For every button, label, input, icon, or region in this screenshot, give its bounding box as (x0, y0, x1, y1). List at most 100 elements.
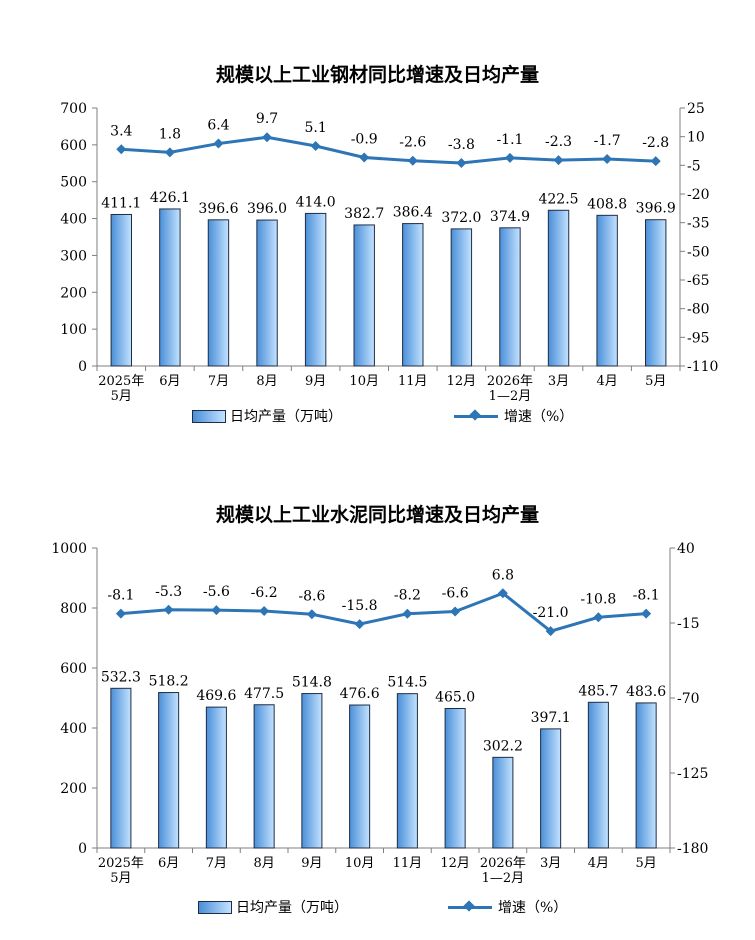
cement-category-label: 8月 (253, 856, 274, 871)
cement-bar (301, 693, 323, 849)
steel-bar-label: 396.6 (198, 201, 238, 217)
steel-left-tick-label: 100 (60, 322, 87, 338)
steel-right-tick-label: -50 (687, 244, 710, 260)
steel-legend-line: 增速（%） (454, 406, 573, 426)
bar-swatch-icon (192, 409, 226, 423)
steel-growth-label: -3.8 (448, 137, 475, 153)
cement-bar (205, 706, 227, 849)
cement-growth-label: -21.0 (533, 605, 569, 621)
cement-bar (492, 756, 514, 849)
cement-bar (635, 702, 657, 849)
steel-bar (207, 219, 230, 367)
steel-left-tick-label: 600 (60, 138, 87, 154)
steel-growth-line (121, 135, 656, 165)
steel-bar-label: 396.9 (636, 201, 676, 217)
steel-right-tick-label: 10 (687, 130, 705, 146)
cement-growth-label: -8.6 (298, 588, 325, 604)
cement-legend-line-label: 增速（%） (498, 900, 568, 916)
cement-growth-label: -8.1 (633, 588, 660, 604)
steel-right-tick-label: -95 (687, 330, 710, 346)
steel-category-label: 2025年 5月 (98, 374, 144, 404)
steel-bar (353, 224, 375, 367)
steel-category-label: 9月 (305, 374, 326, 389)
cement-bar (540, 728, 562, 849)
cement-left-tick-label: 0 (78, 841, 87, 857)
steel-growth-point (213, 138, 224, 149)
cement-growth-label: -15.8 (342, 598, 378, 614)
cement-left-tick-label: 1000 (51, 541, 87, 557)
steel-bar-label: 426.1 (150, 190, 190, 206)
cement-growth-label: -6.2 (251, 585, 278, 601)
steel-left-tick-label: 0 (78, 359, 87, 375)
steel-category-label: 5月 (645, 374, 666, 389)
cement-bar (396, 693, 418, 849)
steel-growth-label: -1.7 (594, 133, 621, 149)
steel-bar (304, 212, 327, 367)
cement-growth-label: -5.3 (155, 584, 182, 600)
steel-growth-label: 9.7 (256, 111, 278, 127)
cement-growth-label: -8.2 (394, 588, 421, 604)
steel-category-label: 6月 (159, 374, 180, 389)
steel-right-tick-label: -80 (687, 302, 710, 318)
cement-legend-line: 增速（%） (448, 897, 567, 917)
steel-growth-point (602, 154, 613, 165)
cement-bar (587, 701, 609, 849)
cement-growth-label: -5.6 (203, 584, 230, 600)
cement-bar-label: 514.8 (292, 675, 332, 691)
steel-bar-label: 382.7 (344, 206, 384, 222)
cement-category-label: 12月 (440, 856, 470, 871)
steel-bar-label: 374.9 (490, 209, 530, 225)
steel-category-label: 8月 (256, 374, 277, 389)
cement-bar (253, 704, 275, 849)
steel-growth-label: 6.4 (207, 118, 229, 134)
steel-left-tick-label: 300 (60, 248, 87, 264)
cement-category-label: 7月 (206, 856, 227, 871)
line-swatch-icon (454, 410, 498, 422)
steel-bar-label: 396.0 (247, 201, 287, 217)
cement-growth-point (211, 605, 222, 616)
steel-bar (110, 213, 132, 367)
steel-growth-point (553, 155, 564, 166)
steel-bar (645, 219, 667, 367)
cement-growth-point (306, 609, 317, 620)
steel-left-tick-label: 700 (60, 101, 87, 117)
cement-right-tick-label: -180 (677, 841, 708, 857)
cement-bar-label: 397.1 (531, 710, 571, 726)
cement-growth-label: -10.8 (580, 591, 616, 607)
cement-bar-label: 476.6 (340, 686, 380, 702)
steel-category-label: 2026年 1—2月 (487, 374, 533, 404)
line-swatch-icon (448, 901, 492, 913)
cement-right-tick-label: -125 (677, 766, 708, 782)
cement-legend-bar-label: 日均产量（万吨） (236, 900, 348, 916)
steel-left-tick-label: 400 (60, 212, 87, 228)
steel-right-tick-label: 25 (687, 101, 705, 117)
cement-bar (444, 708, 466, 849)
steel-growth-label: -2.3 (545, 134, 572, 150)
steel-growth-label: -2.8 (642, 135, 669, 151)
steel-category-label: 3月 (548, 374, 569, 389)
cement-bar-label: 483.6 (626, 684, 666, 700)
cement-bar-label: 514.5 (387, 675, 427, 691)
steel-growth-label: 3.4 (110, 123, 132, 139)
cement-category-label: 5月 (635, 856, 656, 871)
cement-growth-point (545, 626, 556, 637)
cement-bar-label: 485.7 (578, 683, 618, 699)
cement-chart-plot: 0 200 400 600 800 1000 40 -15 -70 -125 -180 2025年 5月… (51, 541, 708, 886)
steel-chart: 规模以上工业钢材同比增速及日均产量 0 100 200 300 400 500 600 700… (0, 0, 755, 440)
steel-bar (499, 227, 521, 367)
bar-swatch-icon (198, 900, 232, 914)
steel-growth-label: -2.6 (399, 135, 426, 151)
steel-growth-label: 5.1 (304, 120, 326, 136)
steel-growth-point (456, 158, 467, 169)
cement-right-tick-label: -15 (677, 616, 700, 632)
steel-growth-label: 1.8 (159, 126, 181, 142)
steel-category-label: 12月 (447, 374, 477, 389)
steel-right-tick-label: -35 (687, 216, 710, 232)
cement-left-tick-label: 200 (60, 781, 87, 797)
cement-bar (110, 687, 132, 849)
cement-growth-point (402, 608, 413, 619)
cement-category-label: 3月 (540, 856, 561, 871)
cement-right-tick-label: 40 (677, 541, 695, 557)
cement-growth-label: -6.6 (442, 586, 469, 602)
steel-left-tick-label: 500 (60, 175, 87, 191)
